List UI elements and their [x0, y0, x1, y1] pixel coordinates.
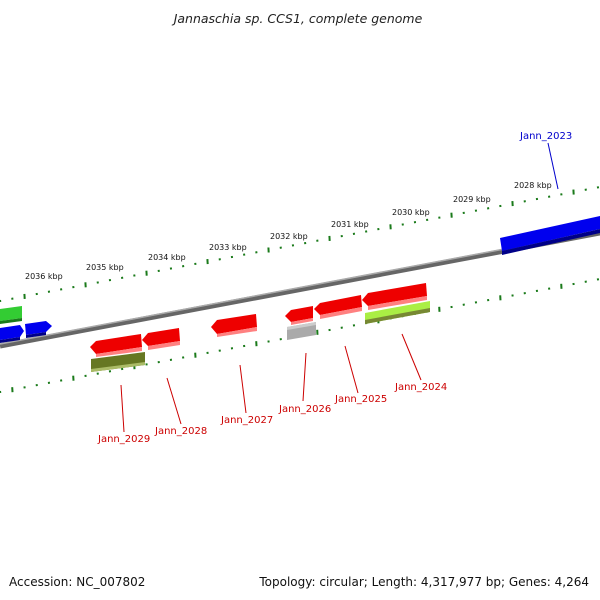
gene-shade: [320, 307, 362, 319]
gene-jann-2029[interactable]: [90, 334, 142, 354]
gene-shade: [26, 332, 46, 338]
leader-jann-2028: [166, 377, 182, 425]
gene-shade: [0, 337, 20, 343]
gene-label-jann-2028[interactable]: Jann_2028: [154, 426, 207, 437]
gene-shade: [91, 362, 145, 372]
gene-labels: Jann_2023 Jann_2024 Jann_2025 Jann_2026 …: [97, 131, 572, 445]
reverse-genes: [90, 283, 430, 372]
map-title: Jannaschia sp. CCS1, complete genome: [171, 11, 423, 26]
gene-blue-left-2[interactable]: [25, 321, 52, 335]
kbp-label: 2028 kbp: [514, 181, 552, 190]
accession-text: Accession: NC_007802: [9, 575, 145, 589]
gene-shade: [365, 308, 430, 324]
gene-shade: [287, 322, 316, 330]
forward-genes: [0, 216, 600, 343]
kbp-label: 2034 kbp: [148, 253, 186, 262]
gene-shade: [291, 318, 313, 325]
kbp-label: 2035 kbp: [86, 263, 124, 272]
gene-olive[interactable]: [91, 352, 145, 372]
leader-jann-2026: [302, 352, 307, 402]
kbp-labels: 2036 kbp 2035 kbp 2034 kbp 2033 kbp 2032…: [25, 181, 552, 281]
genome-summary-text: Topology: circular; Length: 4,317,977 bp…: [258, 575, 589, 589]
kbp-label: 2033 kbp: [209, 243, 247, 252]
kbp-label: 2036 kbp: [25, 272, 63, 281]
kbp-label: 2031 kbp: [331, 220, 369, 229]
gene-shade: [96, 347, 142, 357]
upper-tick-ring: [0, 186, 600, 303]
gene-shade: [148, 341, 180, 350]
gene-jann-2028[interactable]: [142, 328, 180, 346]
kbp-label: 2030 kbp: [392, 208, 430, 217]
gene-green-left[interactable]: [0, 306, 22, 321]
gene-label-jann-2029[interactable]: Jann_2029: [97, 434, 150, 445]
gene-jann-2026[interactable]: [285, 306, 313, 322]
gene-blue-left-1[interactable]: [0, 325, 24, 340]
gene-label-jann-2027[interactable]: Jann_2027: [220, 415, 273, 426]
leader-jann-2029: [120, 384, 125, 433]
label-leaders: [120, 142, 559, 433]
gene-shade: [217, 327, 257, 337]
gene-shade: [368, 296, 427, 310]
gene-label-jann-2025[interactable]: Jann_2025: [334, 394, 387, 405]
kbp-label: 2029 kbp: [453, 195, 491, 204]
gene-jann-2024[interactable]: [362, 283, 427, 306]
gene-label-jann-2023[interactable]: Jann_2023: [519, 131, 572, 142]
gene-jann-2023[interactable]: [500, 216, 600, 251]
gene-jann-2025[interactable]: [314, 295, 362, 315]
gene-jann-2027[interactable]: [211, 314, 257, 334]
leader-jann-2024: [401, 333, 422, 381]
gene-label-jann-2024[interactable]: Jann_2024: [394, 382, 447, 393]
gene-shade: [502, 229, 600, 255]
kbp-label: 2032 kbp: [270, 232, 308, 241]
leader-jann-2027: [239, 364, 247, 414]
leader-jann-2023: [547, 142, 559, 190]
gene-shade: [0, 318, 22, 324]
leader-jann-2025: [344, 345, 359, 394]
gene-label-jann-2026[interactable]: Jann_2026: [278, 404, 331, 415]
